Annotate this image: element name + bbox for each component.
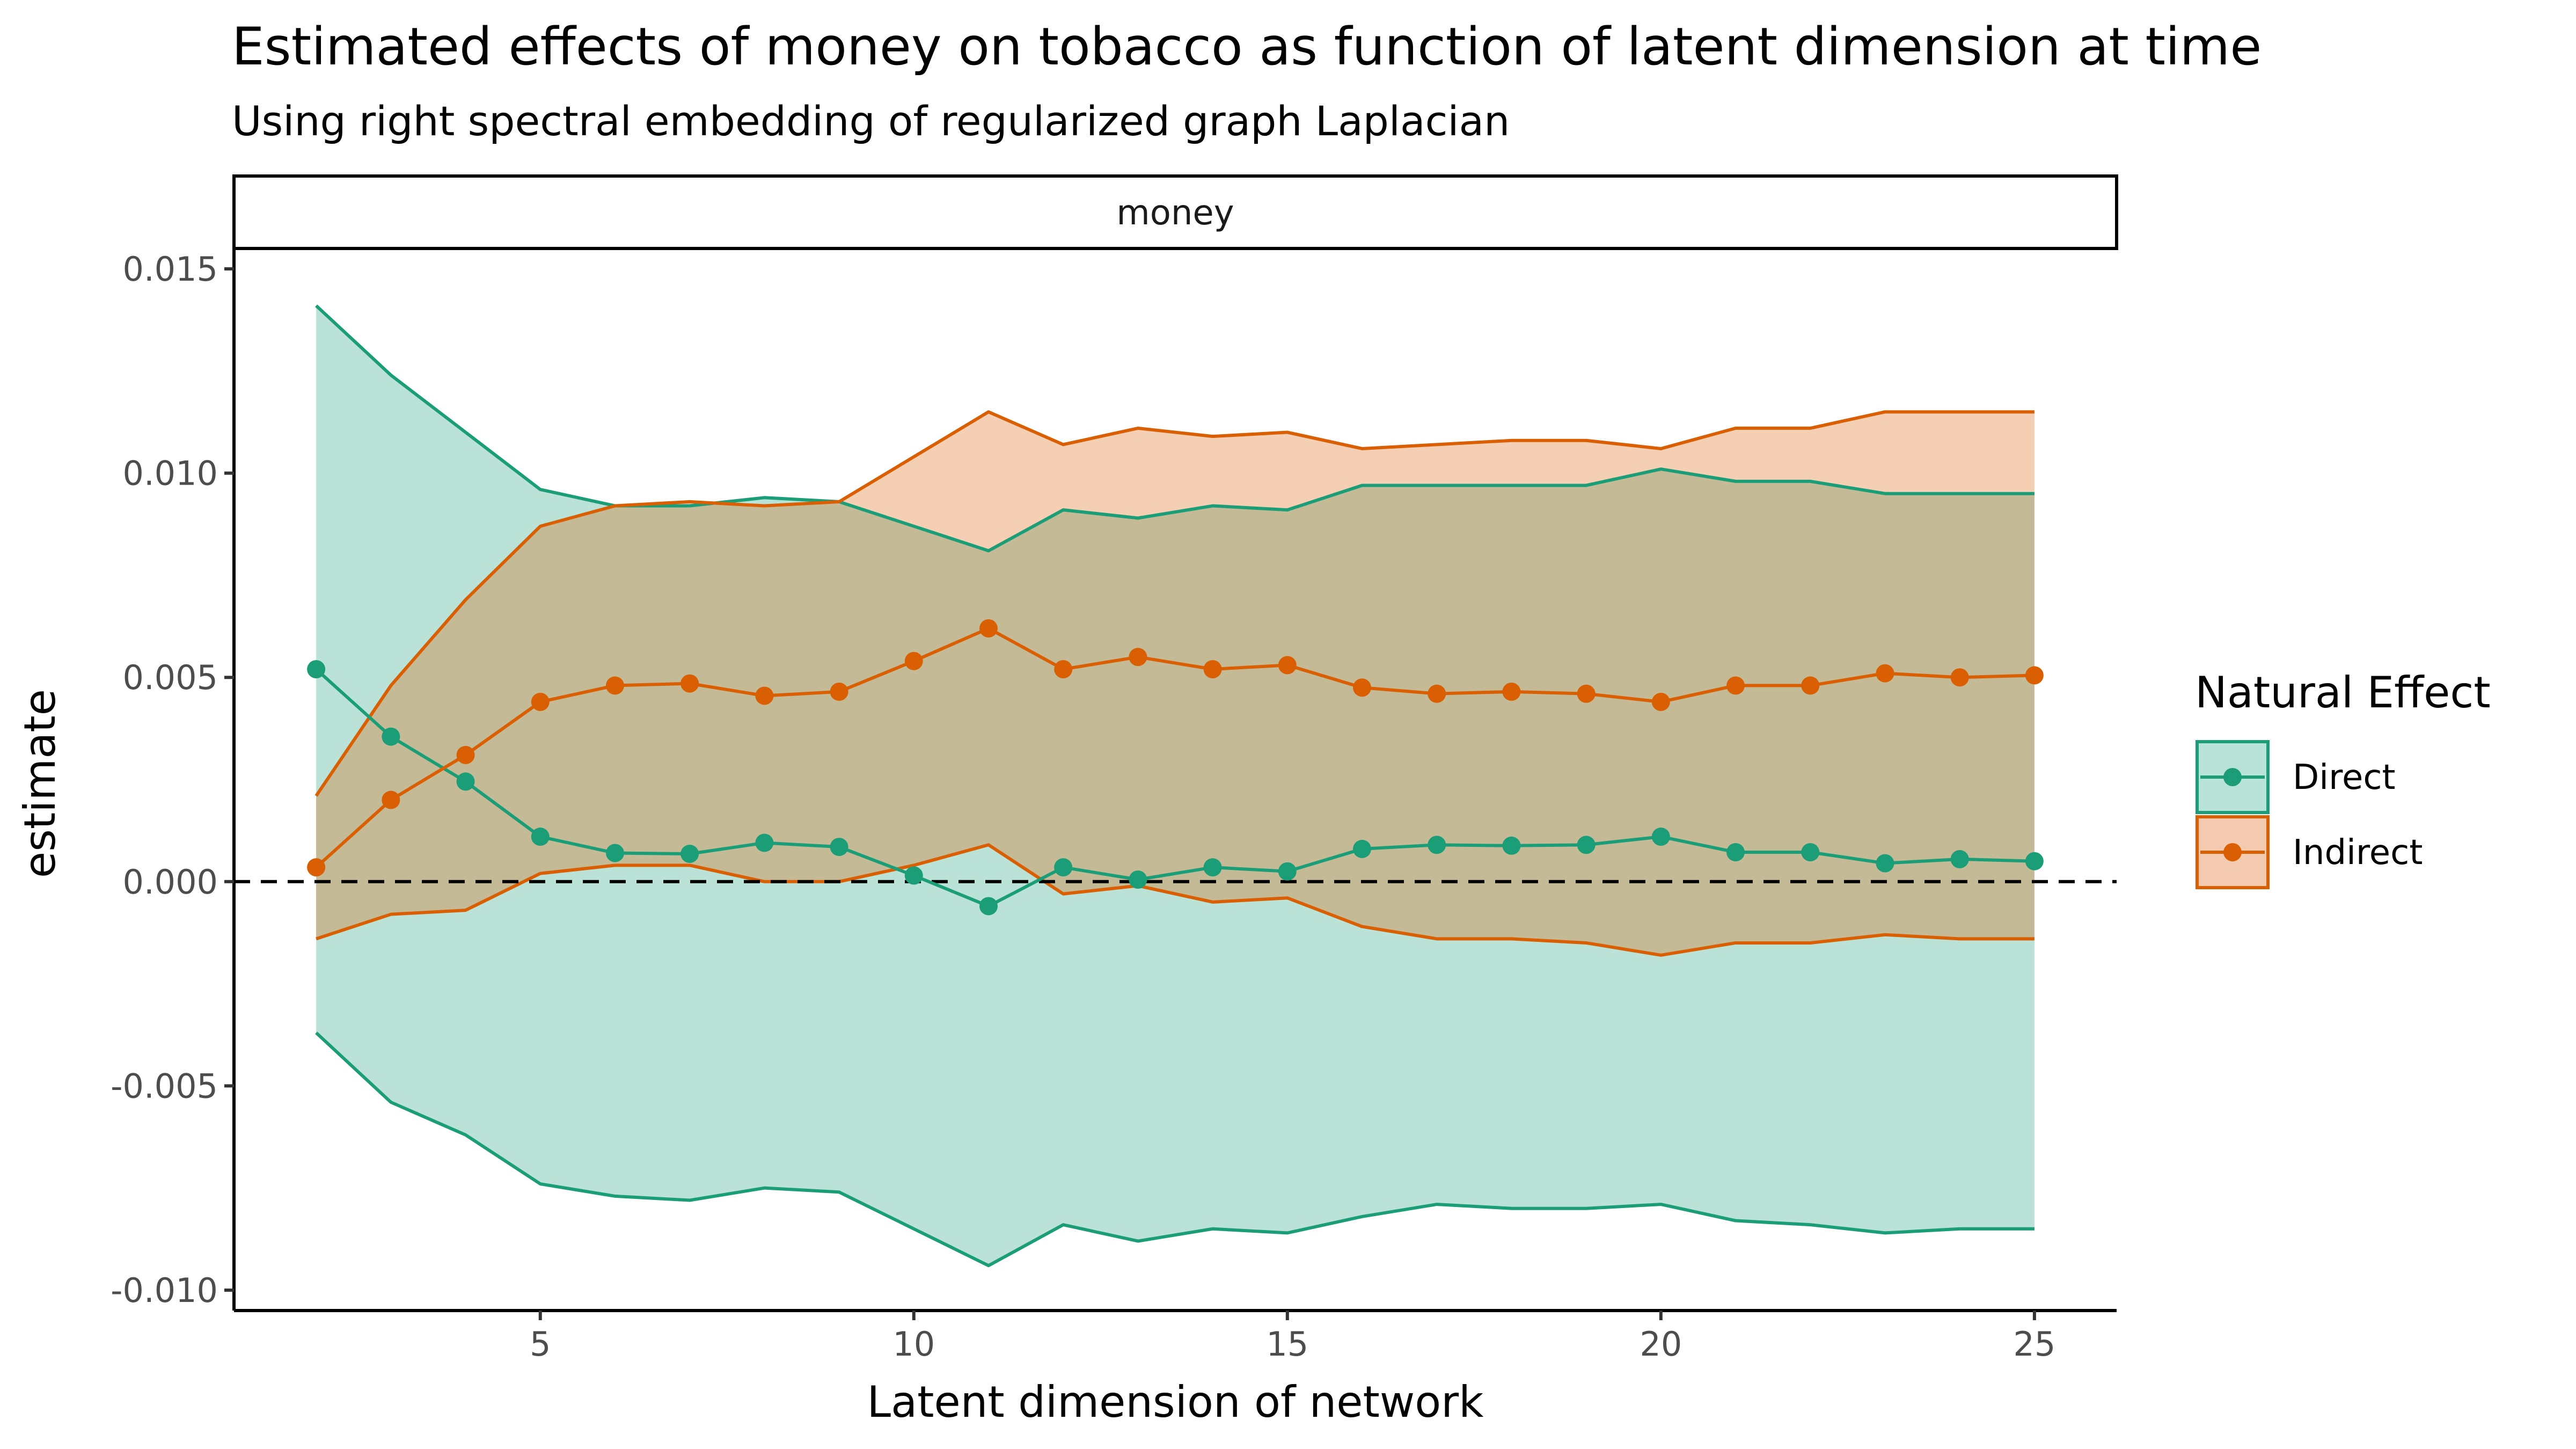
direct-confidence-band (316, 305, 2035, 1266)
indirect-point-8 (755, 686, 774, 705)
facet-strip-label: money (1116, 193, 1234, 233)
confidence-band-edges (314, 304, 2035, 1268)
indirect-point-24 (1950, 668, 1969, 687)
indirect-point-14 (1203, 660, 1222, 678)
direct-point-3 (382, 727, 400, 746)
indirect-estimate-line (315, 626, 2035, 869)
y-tick-label: 0.000 (123, 862, 218, 902)
x-tick-label: 20 (1640, 1324, 1682, 1364)
confidence-bands (316, 305, 2035, 1266)
direct-upper-bound-line (315, 304, 2035, 553)
indirect-point-16 (1353, 678, 1372, 697)
indirect-point-6 (605, 676, 624, 695)
direct-lower-bound-line (315, 1031, 2035, 1268)
x-axis-title: Latent dimension of network (867, 1377, 1484, 1427)
indirect-point-2 (307, 858, 326, 877)
x-tick-label: 15 (1266, 1324, 1308, 1364)
indirect-point-23 (1876, 664, 1894, 683)
direct-point-13 (1129, 870, 1147, 889)
indirect-point-19 (1577, 684, 1596, 703)
indirect-point-21 (1726, 676, 1745, 695)
direct-point-10 (904, 866, 923, 885)
direct-point-12 (1054, 858, 1073, 877)
legend-label-direct: Direct (2293, 758, 2396, 797)
indirect-point-9 (830, 682, 848, 701)
y-tick-label: -0.010 (111, 1271, 218, 1310)
x-tick-label: 10 (892, 1324, 935, 1364)
indirect-point-22 (1801, 676, 1820, 695)
direct-point-14 (1203, 858, 1222, 877)
direct-point-22 (1801, 843, 1820, 861)
direct-point-7 (680, 845, 699, 863)
direct-point-19 (1577, 836, 1596, 854)
indirect-confidence-band (316, 412, 2035, 955)
y-tick-label: 0.015 (123, 250, 218, 289)
estimate-points (307, 619, 2044, 916)
indirect-point-7 (680, 674, 699, 693)
indirect-point-3 (382, 791, 400, 809)
direct-point-25 (2025, 852, 2044, 870)
indirect-point-10 (904, 652, 923, 670)
direct-point-15 (1278, 862, 1297, 881)
y-tick-label: -0.005 (111, 1066, 218, 1106)
direct-point-23 (1876, 854, 1894, 873)
direct-point-17 (1428, 836, 1446, 854)
direct-point-5 (531, 828, 550, 846)
x-axis-ticks: 5 10 15 20 25 (530, 1311, 2055, 1364)
direct-point-16 (1353, 839, 1372, 858)
indirect-point-11 (979, 619, 998, 638)
legend-label-indirect: Indirect (2293, 833, 2423, 873)
direct-point-11 (979, 897, 998, 916)
indirect-point-12 (1054, 660, 1073, 678)
indirect-point-4 (456, 745, 475, 764)
legend-key-point-direct (2223, 768, 2242, 786)
direct-point-8 (755, 833, 774, 852)
x-tick-label: 25 (2013, 1324, 2055, 1364)
indirect-point-13 (1129, 648, 1147, 667)
indirect-point-15 (1278, 656, 1297, 675)
direct-point-24 (1950, 850, 1969, 868)
direct-point-4 (456, 772, 475, 791)
direct-point-6 (605, 844, 624, 862)
direct-point-18 (1502, 836, 1521, 855)
indirect-point-17 (1428, 684, 1446, 703)
indirect-upper-bound-line (314, 410, 2035, 797)
facet-strip (232, 174, 2118, 250)
direct-point-20 (1651, 828, 1670, 846)
direct-estimate-line (315, 668, 2035, 908)
y-axis-ticks: -0.010 -0.005 0.000 0.005 0.010 0.015 (111, 250, 234, 1310)
x-tick-label: 5 (530, 1324, 551, 1364)
y-tick-label: 0.005 (123, 658, 218, 697)
y-axis-title: estimate (15, 689, 65, 878)
chart-title: Estimated effects of money on tobacco as… (232, 17, 2262, 77)
direct-point-9 (830, 838, 848, 857)
indirect-point-5 (531, 692, 550, 711)
direct-point-21 (1726, 843, 1745, 861)
legend-title: Natural Effect (2195, 668, 2491, 718)
chart-subtitle: Using right spectral embedding of regula… (232, 97, 1510, 145)
legend-key-point-indirect (2223, 843, 2242, 861)
direct-point-2 (307, 660, 326, 678)
estimate-lines (315, 626, 2035, 908)
indirect-lower-bound-line (316, 843, 2035, 957)
indirect-point-18 (1502, 682, 1521, 701)
legend: Natural Effect Direct Indirect (2195, 668, 2491, 889)
indirect-point-25 (2025, 666, 2044, 685)
y-tick-label: 0.010 (123, 454, 218, 493)
indirect-point-20 (1651, 692, 1670, 711)
